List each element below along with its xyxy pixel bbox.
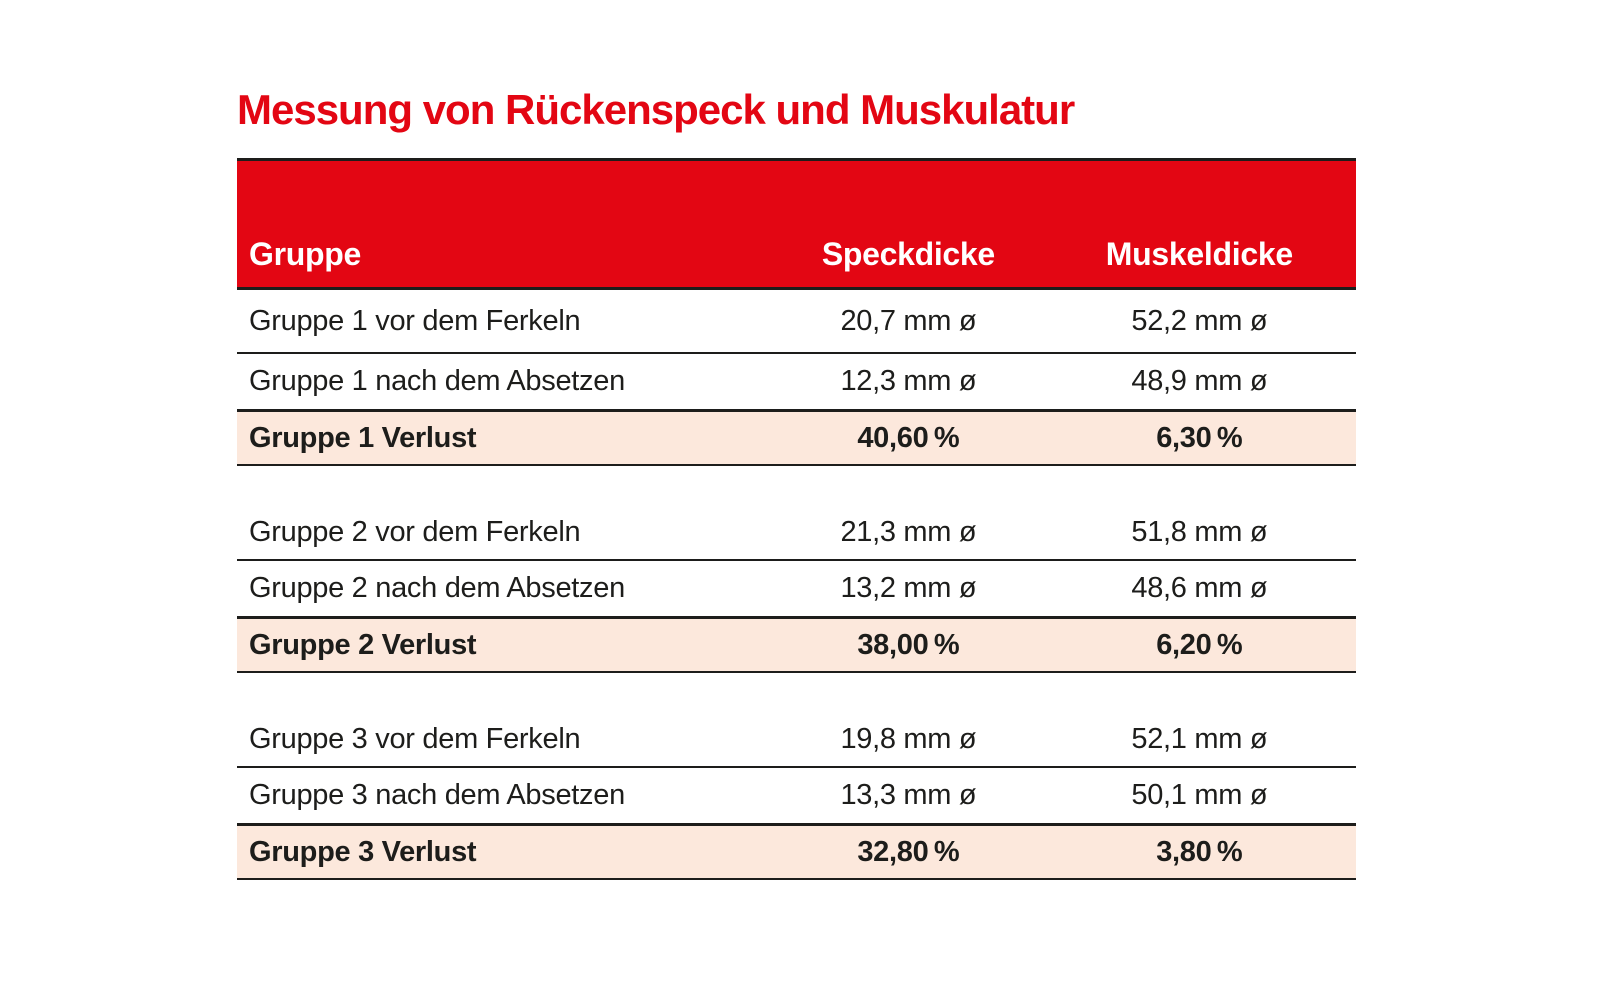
data-table: Gruppe Speckdicke Muskeldicke Gruppe 1 v… (237, 158, 1356, 880)
cell-speckdicke: 38,00 % (857, 628, 960, 661)
cell-muskeldicke: 6,20 % (1156, 628, 1243, 661)
row-label: Gruppe 1 vor dem Ferkeln (249, 304, 581, 337)
table-row-highlight: Gruppe 2 Verlust 38,00 % 6,20 % (237, 616, 1356, 673)
cell-speckdicke: 40,60 % (857, 421, 960, 454)
row-label: Gruppe 2 vor dem Ferkeln (249, 516, 581, 548)
row-label: Gruppe 2 nach dem Absetzen (249, 572, 625, 604)
column-header-speckdicke: Speckdicke (821, 236, 995, 272)
page-title: Messung von Rückenspeck und Muskulatur (237, 86, 1075, 133)
table-row: Gruppe 3 nach dem Absetzen 13,3 mm ø 50,… (237, 768, 1356, 823)
cell-muskeldicke: 48,9 mm ø (1131, 365, 1268, 397)
column-header-muskeldicke: Muskeldicke (1105, 236, 1293, 272)
cell-muskeldicke: 50,1 mm ø (1131, 779, 1268, 811)
table-group-3: Gruppe 3 vor dem Ferkeln 19,8 mm ø 52,1 … (237, 713, 1356, 880)
column-header-gruppe: Gruppe (249, 236, 361, 272)
cell-muskeldicke: 51,8 mm ø (1131, 516, 1268, 548)
cell-muskeldicke: 52,2 mm ø (1131, 304, 1268, 337)
row-label: Gruppe 1 nach dem Absetzen (249, 365, 625, 397)
row-label: Gruppe 3 Verlust (249, 835, 477, 868)
cell-speckdicke: 20,7 mm ø (840, 304, 977, 337)
table-header: Gruppe Speckdicke Muskeldicke (237, 158, 1356, 290)
table-row: Gruppe 3 vor dem Ferkeln 19,8 mm ø 52,1 … (237, 713, 1356, 768)
table-row-highlight: Gruppe 1 Verlust 40,60 % 6,30 % (237, 409, 1356, 466)
table-row: Gruppe 2 nach dem Absetzen 13,2 mm ø 48,… (237, 561, 1356, 616)
cell-muskeldicke: 3,80 % (1156, 835, 1243, 868)
table-row: Gruppe 1 vor dem Ferkeln 20,7 mm ø 52,2 … (237, 290, 1356, 354)
cell-speckdicke: 21,3 mm ø (840, 516, 977, 548)
cell-speckdicke: 13,2 mm ø (840, 572, 977, 604)
table-group-1: Gruppe 1 vor dem Ferkeln 20,7 mm ø 52,2 … (237, 290, 1356, 466)
table-row: Gruppe 1 nach dem Absetzen 12,3 mm ø 48,… (237, 354, 1356, 409)
cell-speckdicke: 12,3 mm ø (840, 365, 977, 397)
cell-speckdicke: 19,8 mm ø (840, 723, 977, 755)
row-label: Gruppe 3 vor dem Ferkeln (249, 723, 581, 755)
cell-speckdicke: 32,80 % (857, 835, 960, 868)
table-group-2: Gruppe 2 vor dem Ferkeln 21,3 mm ø 51,8 … (237, 506, 1356, 673)
table-row: Gruppe 2 vor dem Ferkeln 21,3 mm ø 51,8 … (237, 506, 1356, 561)
row-label: Gruppe 2 Verlust (249, 628, 477, 661)
table-row-highlight: Gruppe 3 Verlust 32,80 % 3,80 % (237, 823, 1356, 880)
row-label: Gruppe 1 Verlust (249, 421, 477, 454)
cell-speckdicke: 13,3 mm ø (840, 779, 977, 811)
row-label: Gruppe 3 nach dem Absetzen (249, 779, 625, 811)
cell-muskeldicke: 52,1 mm ø (1131, 723, 1268, 755)
cell-muskeldicke: 48,6 mm ø (1131, 572, 1268, 604)
cell-muskeldicke: 6,30 % (1156, 421, 1243, 454)
